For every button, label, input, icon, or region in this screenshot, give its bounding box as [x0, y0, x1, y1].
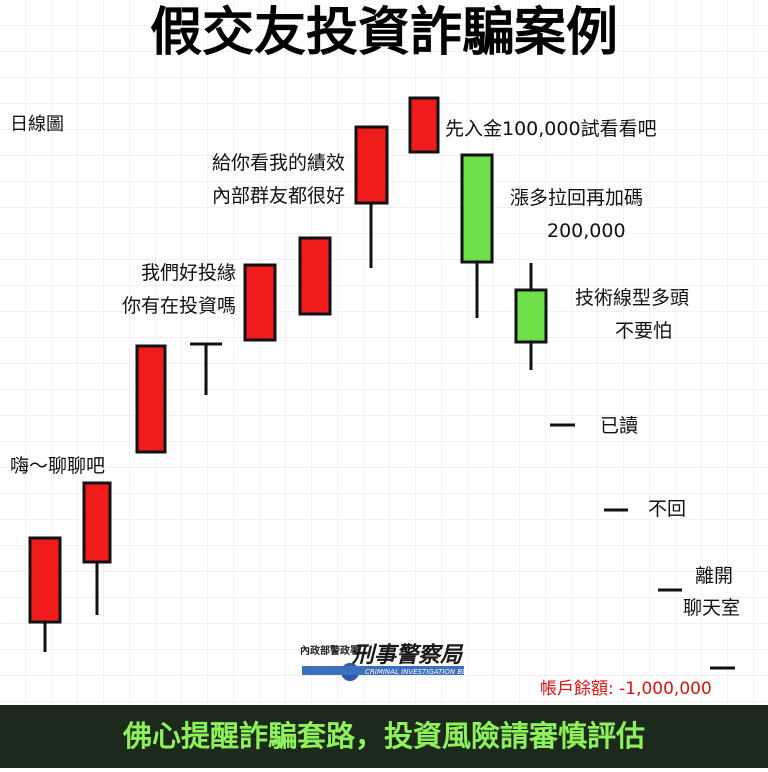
footer-text: 佛心提醒詐騙套路，投資風險請審慎評估 [122, 719, 645, 753]
balance: 帳戶餘額: -1,000,000 [540, 679, 712, 699]
annotation: 200,000 [547, 220, 626, 242]
candles [28, 96, 735, 670]
grid-background [0, 0, 768, 705]
annotation: 技術線型多頭 [575, 287, 689, 309]
annotation: 已讀 [600, 415, 638, 437]
logo-name: 刑事警察局 [351, 642, 464, 668]
logo-english: CRIMINAL INVESTIGATION BUREAU [365, 668, 487, 676]
annotation: 嗨～聊聊吧 [10, 455, 105, 477]
logo: 內政部警政署 刑事警察局 CRIMINAL INVESTIGATION BURE… [300, 642, 487, 681]
chart-label: 日線圖 [10, 114, 64, 135]
annotation: 給你看我的績效 [212, 152, 345, 174]
annotation: 內部群友都很好 [212, 185, 345, 207]
annotation: 離開 [695, 565, 733, 587]
title: 假交友投資詐騙案例 [150, 3, 618, 63]
logo-agency: 內政部警政署 [300, 644, 360, 657]
annotation: 我們好投緣 [141, 262, 236, 284]
annotation: 聊天室 [683, 597, 740, 619]
annotation: 不回 [648, 498, 686, 520]
annotation: 你有在投資嗎 [122, 295, 236, 317]
annotation: 先入金100,000試看看吧 [445, 118, 657, 140]
footer-bar [0, 705, 768, 768]
annotation: 漲多拉回再加碼 [510, 187, 643, 209]
annotation: 不要怕 [615, 320, 672, 342]
